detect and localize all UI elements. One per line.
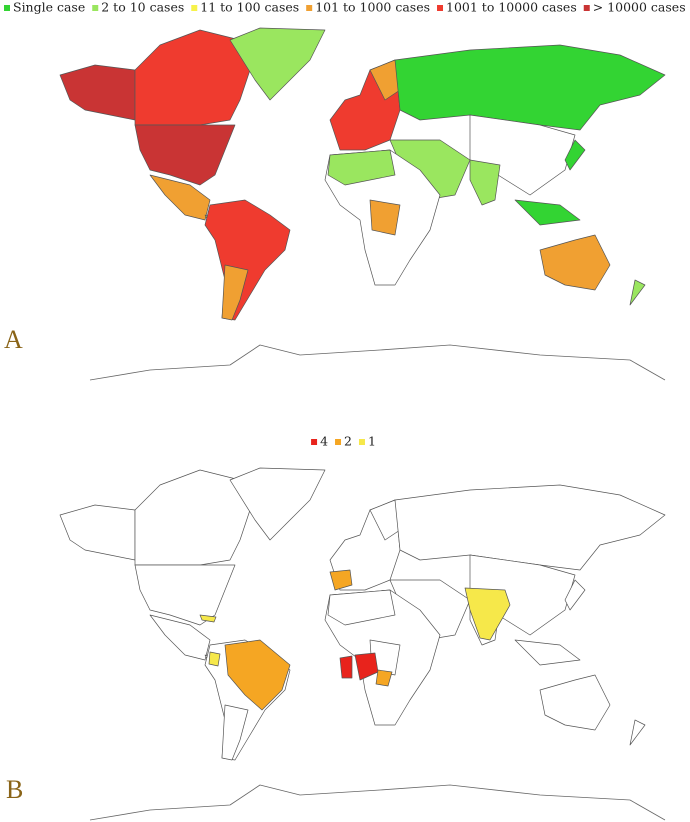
region — [229, 27, 326, 101]
legend-label: 1001 to 10000 cases — [446, 0, 577, 15]
legend-label: 1 — [368, 434, 376, 449]
region — [514, 639, 581, 666]
panel-label: A — [4, 325, 23, 354]
region — [514, 199, 581, 226]
antarctica — [89, 784, 666, 821]
region — [329, 569, 353, 591]
legend: 4 2 1 — [311, 434, 376, 449]
antarctica — [89, 344, 666, 381]
legend-label: > 10000 cases — [593, 0, 686, 15]
panel-label: B — [6, 775, 23, 804]
region — [629, 719, 646, 746]
region — [564, 139, 586, 171]
legend-label: Single case — [13, 0, 85, 15]
region — [229, 467, 326, 541]
region — [134, 124, 236, 186]
legend-label: 4 — [320, 434, 328, 449]
legend-label: 101 to 1000 cases — [315, 0, 430, 15]
region — [199, 614, 217, 623]
region — [149, 614, 211, 661]
region — [464, 587, 511, 641]
legend-swatch — [306, 5, 313, 11]
legend-label: 2 — [344, 434, 352, 449]
region — [149, 174, 211, 221]
world-map — [59, 27, 666, 381]
legend-swatch — [311, 439, 318, 445]
region — [564, 579, 586, 611]
region — [204, 199, 291, 321]
region — [134, 564, 236, 626]
legend-swatch — [191, 5, 198, 11]
legend-swatch — [335, 439, 342, 445]
legend-swatch — [92, 5, 99, 11]
region — [375, 669, 393, 687]
region — [369, 199, 401, 236]
region — [221, 704, 249, 761]
region — [208, 651, 221, 667]
region — [394, 484, 666, 571]
region — [539, 234, 611, 291]
region — [59, 64, 136, 121]
legend-swatch — [437, 5, 444, 11]
legend-swatch — [358, 439, 365, 445]
region — [394, 44, 666, 131]
region — [327, 589, 396, 626]
region — [59, 504, 136, 561]
legend-label: 2 to 10 cases — [101, 0, 184, 15]
legend-swatch — [583, 5, 590, 11]
world-map — [59, 467, 666, 821]
region — [469, 159, 501, 206]
region — [221, 264, 249, 321]
region — [224, 639, 291, 711]
region — [539, 674, 611, 731]
region — [629, 279, 646, 306]
legend: Single case 2 to 10 cases 11 to 100 cases 1… — [4, 0, 686, 15]
region — [327, 149, 396, 186]
legend-swatch — [4, 5, 10, 11]
region — [339, 655, 353, 679]
highlighted-regions — [199, 569, 511, 711]
legend-label: 11 to 100 cases — [200, 0, 299, 15]
